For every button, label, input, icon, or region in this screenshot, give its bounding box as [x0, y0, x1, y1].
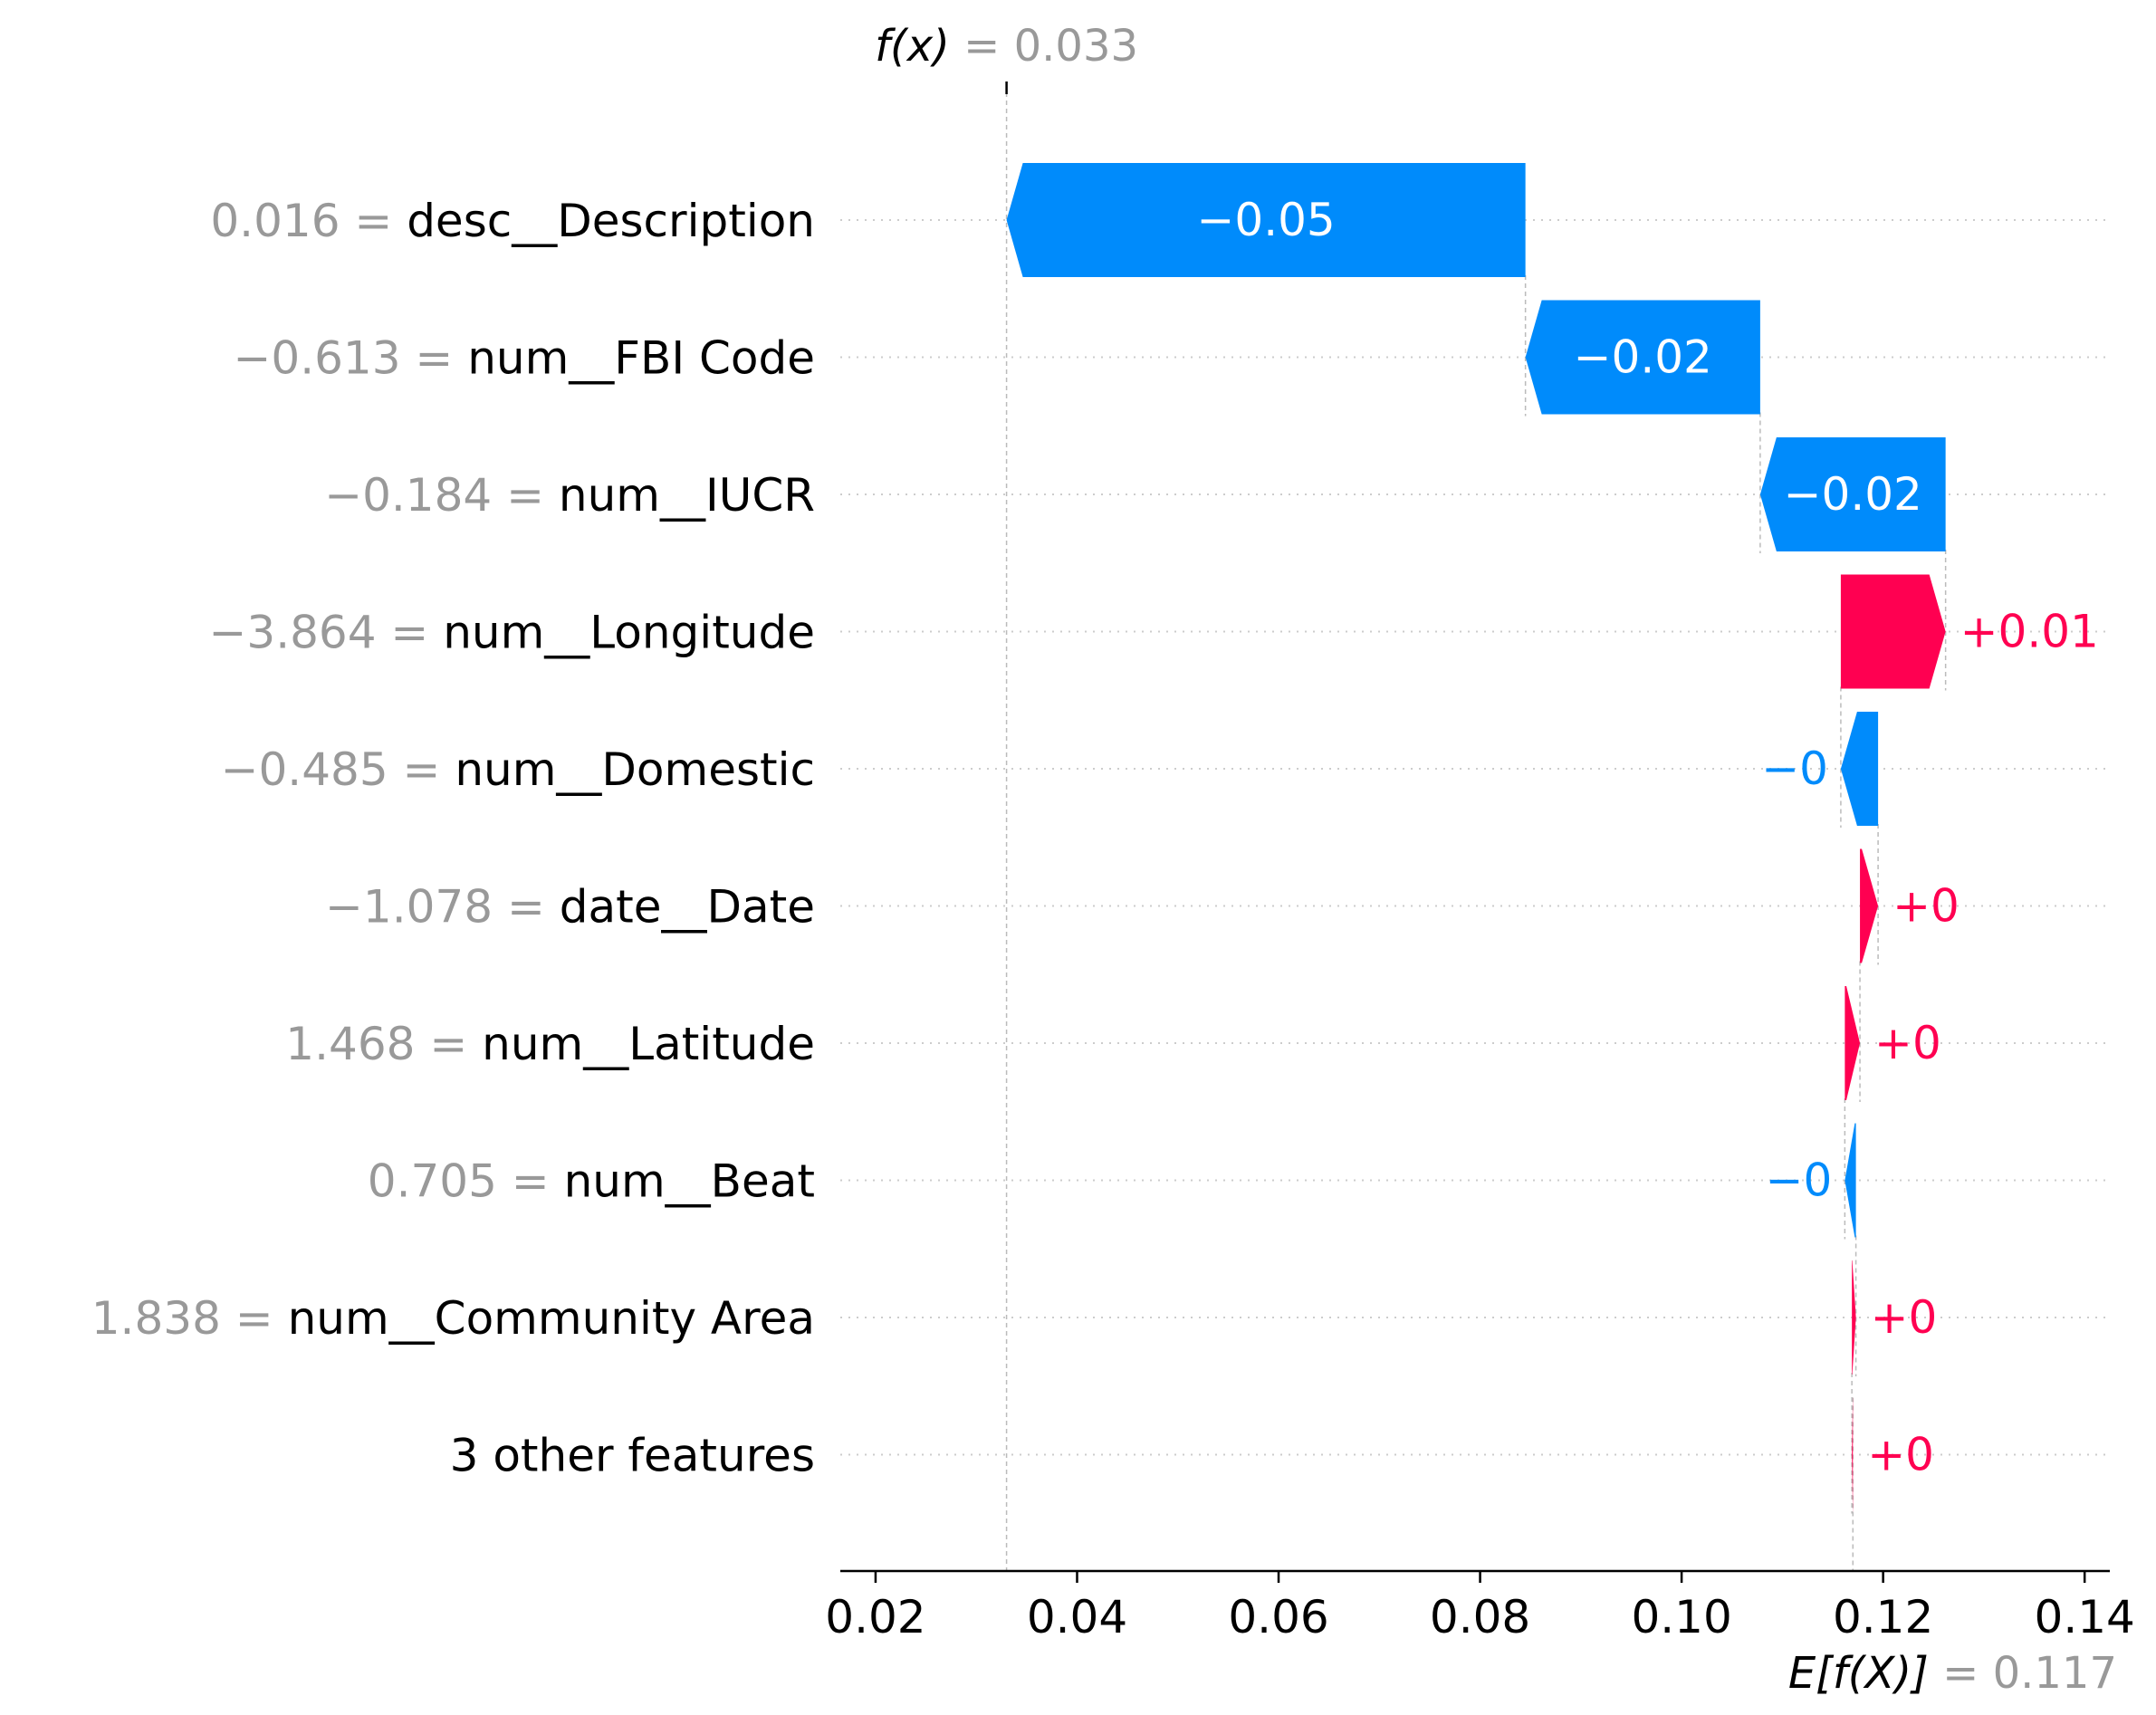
waterfall-bar	[1525, 300, 1760, 415]
bar-value-label: −0.05	[1196, 194, 1335, 246]
feature-label: −0.485 = num__Domestic	[221, 743, 815, 796]
feature-label: 1.838 = num__Community Area	[91, 1292, 815, 1345]
waterfall-bar	[1840, 712, 1879, 826]
waterfall-bar	[1759, 437, 1946, 551]
feature-label: 0.705 = num__Beat	[368, 1155, 815, 1208]
bar-value-label: +0	[1871, 1291, 1938, 1344]
waterfall-bar	[1006, 163, 1526, 277]
x-tick-label: 0.02	[825, 1591, 925, 1643]
feature-label: 3 other features	[450, 1430, 815, 1482]
x-tick-label: 0.10	[1631, 1591, 1731, 1643]
feature-label: −1.078 = date__Date	[325, 881, 815, 934]
bars	[1006, 163, 1946, 1512]
waterfall-bar	[1852, 1260, 1856, 1375]
feature-label: 1.468 = num__Latitude	[285, 1018, 815, 1070]
waterfall-bar	[1860, 848, 1879, 963]
x-tick-label: 0.04	[1027, 1591, 1127, 1643]
x-tick-label: 0.14	[2035, 1591, 2135, 1643]
x-axis: 0.02 0.04 0.06 0.08 0.10 0.12 0.14	[825, 1569, 2135, 1643]
feature-label: 0.016 = desc__Description	[210, 195, 815, 247]
feature-label: −0.613 = num__FBI Code	[233, 332, 815, 385]
bar-value-label: +0	[1874, 1017, 1941, 1069]
connector-lines	[1005, 92, 1947, 1571]
waterfall-bar	[1845, 986, 1861, 1100]
waterfall-bar	[1852, 1397, 1854, 1512]
bar-value-label: −0.02	[1574, 331, 1712, 384]
bar-value-label: −0	[1761, 743, 1828, 795]
bar-value-label: −0.02	[1784, 468, 1922, 521]
feature-label: −0.184 = num__IUCR	[324, 469, 815, 522]
feature-label: −3.864 = num__Longitude	[209, 607, 816, 659]
feature-labels: −0.05 0.016 = desc__Description −0.02 −0.61…	[91, 194, 2099, 1482]
x-tick-label: 0.12	[1833, 1591, 1933, 1643]
bar-value-label: −0	[1766, 1155, 1833, 1207]
grid-lines	[840, 219, 2110, 1456]
output-value-label: f(x) = 0.033	[875, 21, 1138, 72]
x-tick-label: 0.08	[1430, 1591, 1530, 1643]
annotations: f(x) = 0.033 E[f(X)] = 0.117	[875, 21, 2117, 1699]
waterfall-bar	[1840, 574, 1946, 689]
base-value-label: E[f(X)] = 0.117	[1788, 1648, 2117, 1699]
x-tick-label: 0.06	[1228, 1591, 1328, 1643]
bar-value-label: +0.01	[1960, 606, 2099, 658]
bar-value-label: +0	[1892, 880, 1960, 933]
bar-value-label: +0	[1867, 1429, 1934, 1481]
waterfall-bar	[1845, 1123, 1856, 1238]
